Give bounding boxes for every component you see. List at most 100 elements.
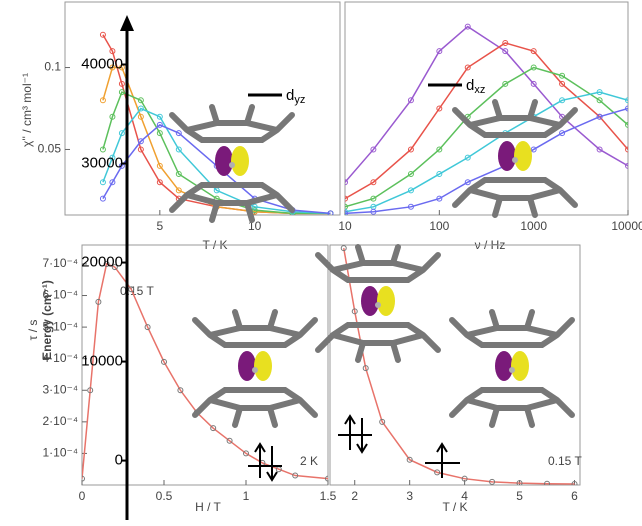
data-point [370,195,377,202]
x-tick-label: 100 [429,219,449,233]
data-point [87,387,94,394]
data-point [345,203,348,210]
data-point [226,437,233,444]
data-point [99,31,106,38]
data-point [111,264,118,271]
annotation: 2 K [300,454,318,468]
data-point [109,179,116,186]
data-point [292,472,299,479]
data-point [464,179,471,186]
molecule [318,247,438,360]
data-point [327,210,334,215]
energy-tick-label: 20000 [81,254,123,271]
molecule [172,107,292,220]
data-point [406,456,413,463]
annotation: 0.15 T [548,454,582,468]
data-point [99,97,106,104]
plot: 0 0.5 1 1.5 1·10⁻⁴ 2·10⁻⁴ 3·10⁻⁴ 4·10⁻⁴ 5·10⁻⁴ 6·… [26,244,337,514]
x-tick-label: 2 [351,489,358,503]
y-tick-label: 0.1 [44,60,61,74]
y-tick-label: 7·10⁻⁴ [42,256,78,270]
data-point [436,195,443,202]
data-point [144,324,151,331]
data-point [362,365,369,372]
energy-tick-label: 30000 [81,154,123,171]
data-point [625,105,628,112]
x-tick-label: 5 [516,489,523,503]
data-point [137,146,144,153]
data-point [464,154,471,161]
x-tick-label: 6 [571,489,578,503]
data-point [345,210,348,215]
data-point [464,23,471,30]
energy-axis: 0 10000 20000 30000 40000 Energy (cm⁻¹) [40,15,134,520]
data-point [109,113,116,120]
plots: 5 100.050.1T / Kχ'' / cm³ mol⁻¹10 100 1000 1… [20,1,642,514]
data-point [251,203,258,210]
data-point [530,64,537,71]
molecule [452,312,572,425]
molecule [455,102,575,215]
data-point [118,80,125,87]
data-point [596,113,603,120]
data-point [530,80,537,87]
data-point [407,97,414,104]
data-point [351,308,358,315]
data-point [109,154,116,161]
data-point [156,121,163,128]
data-point [370,208,377,215]
data-point [436,105,443,112]
series-line [345,25,628,183]
data-point [175,187,182,194]
data-point [325,475,328,482]
y-tick-label: 5·10⁻⁴ [42,319,78,333]
data-point [156,162,163,169]
data-point [559,130,566,137]
orbital-label: dyz [286,87,305,106]
series-line [345,42,628,200]
data-point [407,146,414,153]
data-point [436,48,443,55]
data-point [109,48,116,55]
data-point [596,89,603,96]
data-point [118,130,125,137]
series-line [102,107,331,215]
x-axis-label: T / K [442,500,467,514]
y-tick-label: 0.05 [38,142,62,156]
data-point [99,195,106,202]
plot-frame [64,1,341,216]
energy-axis-label: Energy (cm⁻¹) [40,280,54,360]
y-tick-label: 6·10⁻⁴ [42,288,78,302]
orbital-bars [248,83,462,97]
y-tick-label: 1·10⁻⁴ [42,446,78,460]
x-tick-label: 4 [461,489,468,503]
series-line [102,124,331,215]
data-point [95,298,102,305]
y-axis-label: χ'' / cm³ mol⁻¹ [20,73,34,147]
energy-tick-label: 40000 [81,55,123,72]
data-point [175,171,182,178]
x-tick-label: 1000 [520,219,547,233]
x-tick-label: 1 [243,489,250,503]
data-point [502,80,509,87]
x-tick-label: 0.5 [156,489,173,503]
energy-tick-label: 10000 [81,353,123,370]
molecule [195,312,315,425]
x-axis-label: H / T [195,500,221,514]
data-point [489,478,496,485]
data-point [464,64,471,71]
data-point [502,39,509,46]
data-point [370,146,377,153]
data-point [128,286,135,293]
series-line [345,107,628,215]
x-tick-label: 5 [156,219,163,233]
data-point [461,475,468,482]
data-point [137,105,144,112]
series-line [342,248,575,485]
data-point [516,480,523,485]
energy-tick-label: 0 [115,452,123,469]
data-point [530,146,537,153]
data-point [156,130,163,137]
x-tick-label: 10 [338,219,352,233]
